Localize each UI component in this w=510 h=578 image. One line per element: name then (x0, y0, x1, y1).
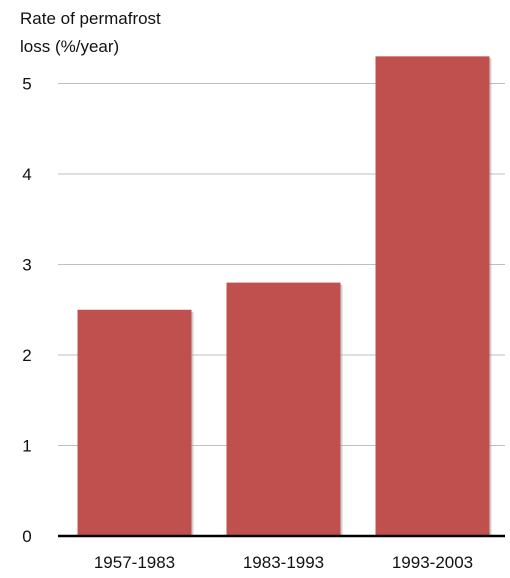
y-tick-label: 3 (22, 256, 31, 275)
y-tick-labels: 0 1 2 3 4 5 (22, 75, 31, 547)
y-tick-label: 5 (22, 75, 31, 94)
y-tick-label: 4 (22, 165, 31, 184)
bar-1983-1993 (226, 282, 341, 536)
x-tick-labels: 1957-1983 1983-1993 1993-2003 (94, 553, 473, 572)
bar-1957-1983 (77, 309, 192, 536)
y-axis-label-line-2: loss (%/year) (20, 37, 119, 56)
x-tick-label: 1993-2003 (392, 553, 473, 572)
bar-1993-2003 (375, 56, 490, 536)
y-tick-label: 1 (22, 437, 31, 456)
y-axis-label-line-1: Rate of permafrost (20, 9, 161, 28)
x-tick-label: 1957-1983 (94, 553, 175, 572)
y-tick-label: 2 (22, 346, 31, 365)
x-tick-label: 1983-1993 (243, 553, 324, 572)
bars (77, 56, 492, 536)
y-tick-label: 0 (22, 527, 31, 546)
